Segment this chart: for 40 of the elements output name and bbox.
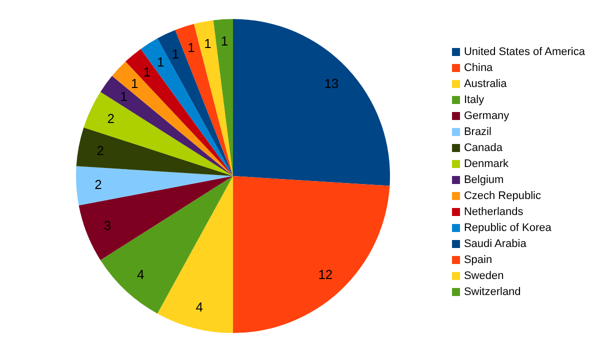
- data-label: 3: [104, 218, 112, 234]
- data-label: 4: [196, 299, 204, 314]
- data-label: 13: [324, 76, 339, 92]
- pie-slice: [78, 176, 233, 260]
- legend-label: United States of America: [464, 46, 585, 58]
- legend-label: Canada: [464, 142, 502, 154]
- legend-label: Sweden: [464, 270, 504, 282]
- pie-slice: [76, 166, 233, 206]
- data-label: 1: [204, 36, 212, 51]
- data-label: 1: [120, 89, 128, 104]
- data-label: 1: [130, 76, 138, 92]
- data-label: 12: [318, 266, 333, 282]
- legend-label: Germany: [464, 110, 510, 122]
- legend-label: Italy: [464, 94, 484, 106]
- legend-label: Republic of Korea: [464, 222, 552, 234]
- data-label: 1: [188, 40, 195, 56]
- data-label: 4: [136, 266, 144, 282]
- data-label: 2: [94, 176, 102, 192]
- legend-label: Czech Republic: [464, 190, 541, 202]
- pie-slice: [233, 176, 390, 333]
- legend-label: Netherlands: [464, 206, 524, 218]
- pie-slice: [140, 38, 233, 176]
- data-label: 2: [107, 111, 114, 126]
- data-label: 1: [143, 64, 151, 80]
- legend-label: China: [464, 62, 493, 74]
- legend-label: Denmark: [464, 158, 509, 170]
- pie-slice: [76, 127, 233, 176]
- data-label: 1: [220, 34, 228, 49]
- legend-label: Saudi Arabia: [464, 238, 526, 250]
- data-label: 1: [157, 54, 164, 70]
- legend-label: Brazil: [464, 126, 492, 138]
- pie-slice: [84, 92, 233, 176]
- data-label: 2: [96, 143, 104, 158]
- legend-label: Spain: [464, 254, 492, 266]
- pie-slice: [213, 19, 233, 176]
- legend-label: Switzerland: [464, 286, 521, 298]
- data-label: 1: [172, 46, 180, 62]
- legend-label: Belgium: [464, 174, 504, 186]
- legend-label: Australia: [464, 78, 507, 90]
- pie-slice: [100, 176, 233, 314]
